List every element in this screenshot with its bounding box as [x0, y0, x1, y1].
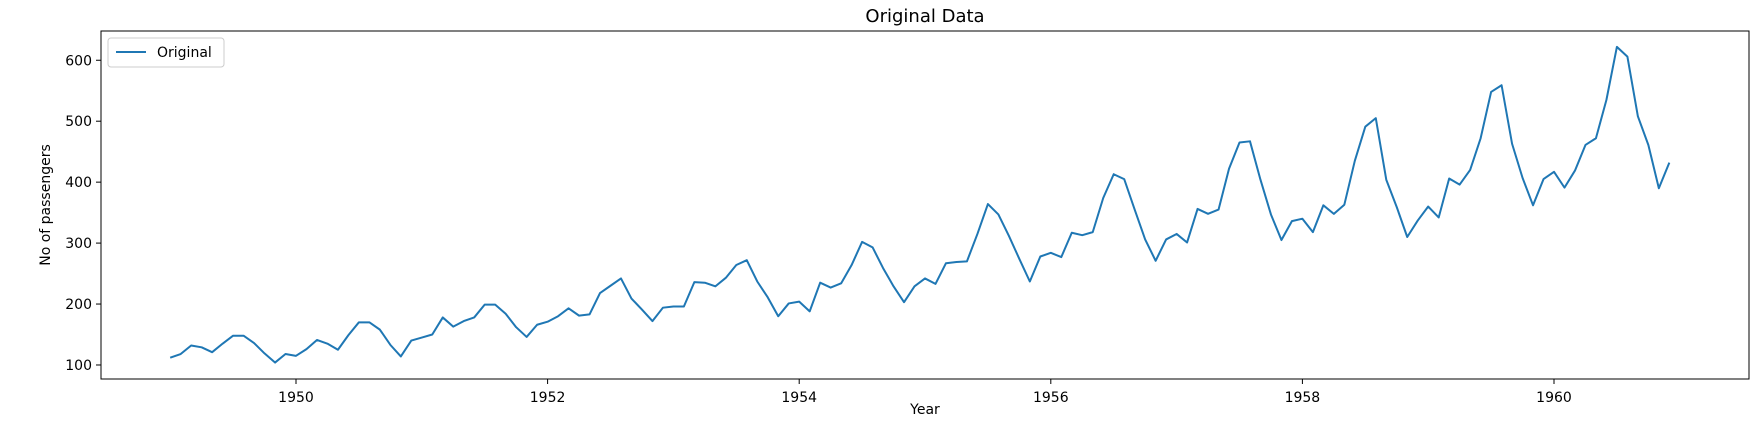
- x-tick-label: 1952: [530, 390, 566, 406]
- y-tick-label: 300: [65, 236, 92, 252]
- y-tick-label: 500: [65, 114, 92, 130]
- x-axis: 1950 1952 1954 1956 1958 1960: [278, 379, 1572, 406]
- legend: Original: [107, 37, 225, 68]
- chart-title: Original Data: [865, 6, 984, 27]
- y-tick-label: 600: [65, 53, 92, 69]
- x-tick-label: 1956: [1033, 390, 1069, 406]
- series-line-original: [169, 45, 1671, 364]
- x-tick-label: 1958: [1285, 390, 1321, 406]
- x-axis-label: Year: [909, 402, 940, 418]
- y-tick-label: 200: [65, 297, 92, 313]
- y-tick-label: 100: [65, 358, 92, 374]
- plot-area-frame: [100, 30, 1750, 380]
- y-tick-label: 400: [65, 175, 92, 191]
- x-tick-label: 1954: [781, 390, 817, 406]
- x-tick-label: 1950: [278, 390, 314, 406]
- legend-box: [107, 37, 225, 68]
- x-tick-label: 1960: [1536, 390, 1572, 406]
- legend-label-original: Original: [157, 45, 212, 61]
- y-axis-label: No of passengers: [38, 144, 54, 266]
- y-axis: 100 200 300 400 500 600: [65, 53, 101, 374]
